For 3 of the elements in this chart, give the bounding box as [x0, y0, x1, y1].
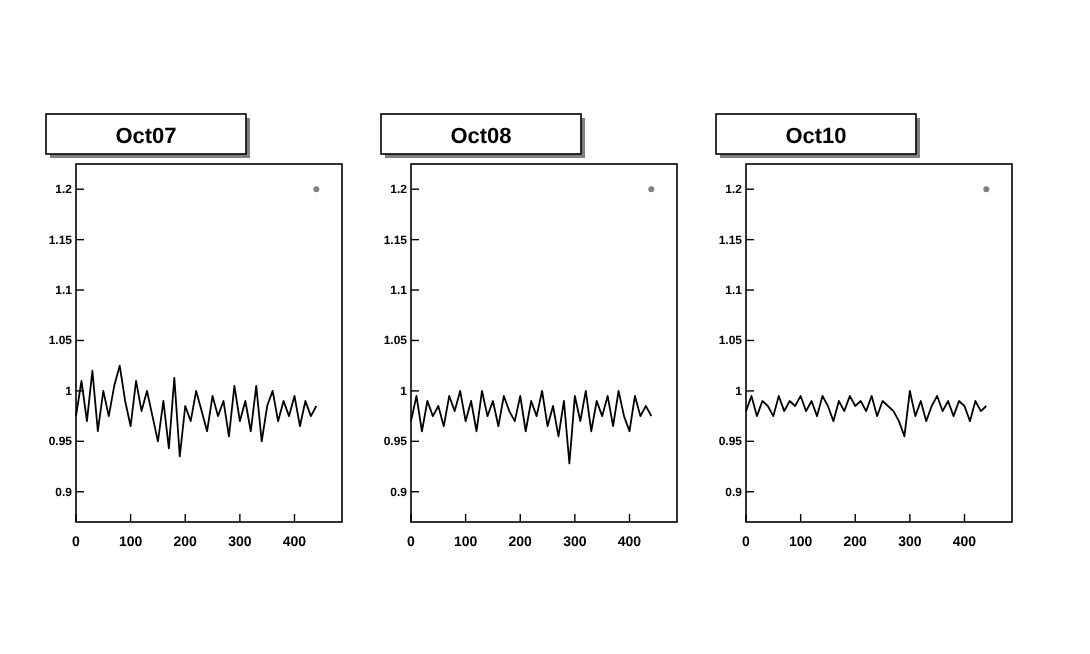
chart-title: Oct10 — [785, 125, 847, 149]
chart-title: Oct08 — [450, 125, 512, 149]
chart-title: Oct07 — [115, 125, 177, 149]
